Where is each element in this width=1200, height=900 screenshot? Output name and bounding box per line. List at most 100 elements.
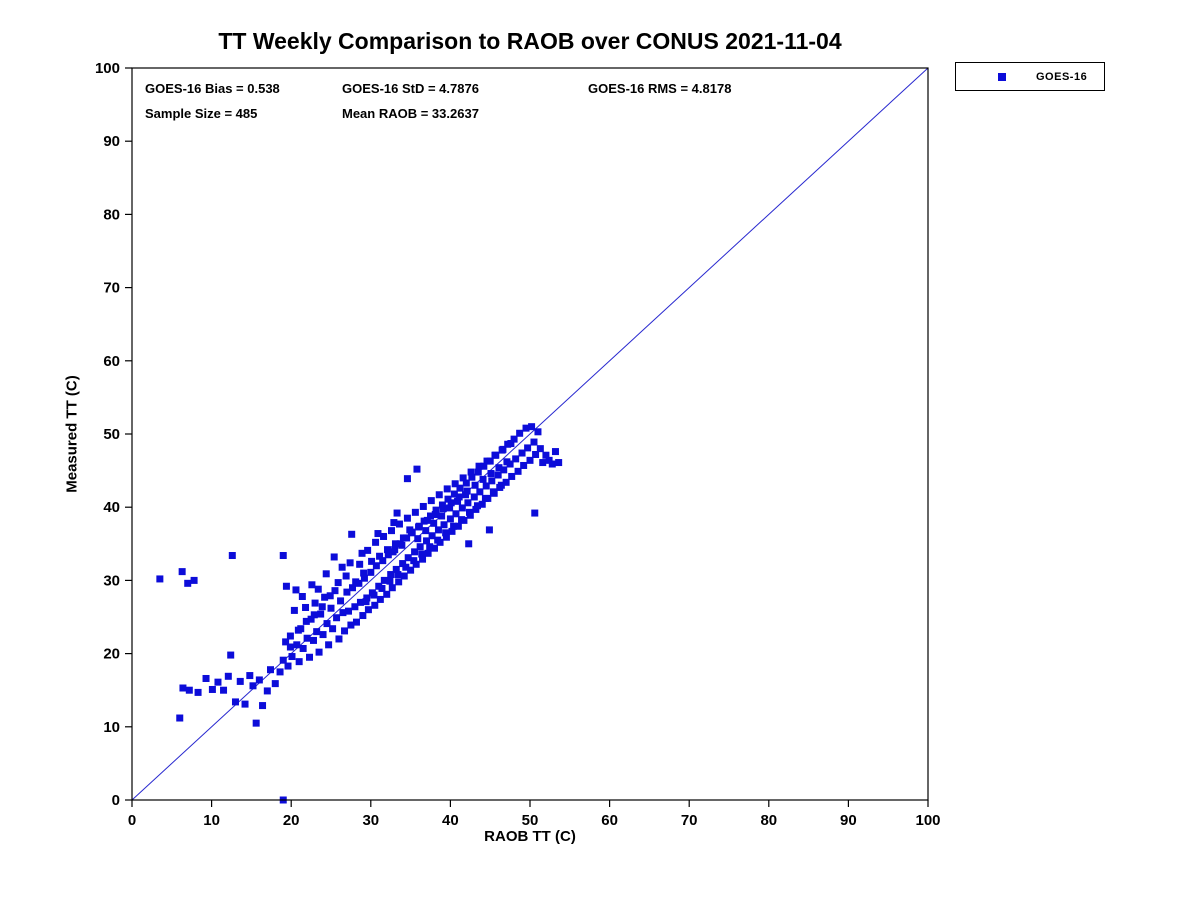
data-point	[466, 508, 474, 516]
data-point	[455, 493, 463, 501]
data-point	[467, 468, 475, 476]
data-point	[430, 519, 438, 527]
y-tick-label: 100	[95, 60, 120, 77]
data-point	[450, 522, 458, 530]
data-point	[431, 511, 439, 519]
data-point	[534, 428, 542, 436]
data-point	[339, 609, 347, 617]
data-point	[380, 576, 388, 584]
x-tick-label: 10	[203, 812, 220, 829]
data-point	[434, 536, 442, 544]
data-point	[545, 456, 553, 464]
data-point	[236, 677, 244, 685]
data-point	[282, 638, 290, 646]
data-point	[294, 626, 302, 634]
data-point	[479, 475, 487, 483]
y-tick-label: 30	[103, 572, 120, 589]
data-point	[372, 538, 380, 546]
data-point	[452, 510, 460, 518]
data-point	[530, 438, 538, 446]
data-point	[399, 534, 407, 542]
data-point	[539, 459, 547, 467]
data-point	[471, 481, 479, 489]
data-point	[267, 666, 275, 674]
data-point	[315, 648, 323, 656]
data-point	[542, 451, 550, 459]
data-point	[497, 481, 505, 489]
data-point	[438, 512, 446, 520]
stat-mean-raob: Mean RAOB = 33.2637	[342, 106, 479, 121]
data-point	[329, 625, 337, 633]
data-point	[389, 548, 397, 556]
data-point	[390, 519, 398, 527]
data-point	[474, 468, 482, 476]
data-point	[423, 537, 431, 545]
data-point	[516, 429, 524, 437]
data-point	[372, 562, 380, 570]
data-point	[412, 560, 420, 568]
data-point	[314, 585, 322, 593]
data-point	[398, 541, 406, 549]
data-point	[220, 686, 228, 694]
data-point	[411, 548, 419, 556]
data-point	[395, 578, 403, 586]
data-point	[214, 678, 222, 686]
data-point	[470, 493, 478, 501]
data-point	[208, 685, 216, 693]
data-point	[507, 440, 515, 448]
data-point	[443, 485, 451, 493]
data-point	[190, 576, 198, 584]
data-point	[500, 466, 508, 474]
data-point	[442, 533, 450, 541]
data-point	[520, 461, 528, 469]
data-point	[341, 627, 349, 635]
data-point	[422, 527, 430, 535]
data-point	[322, 570, 330, 578]
data-point	[284, 662, 292, 670]
data-point	[416, 543, 424, 551]
data-point	[363, 594, 371, 602]
data-point	[347, 621, 355, 629]
data-point	[512, 455, 520, 463]
data-point	[458, 504, 466, 512]
data-point	[307, 615, 315, 623]
y-tick-label: 10	[103, 719, 120, 736]
data-point	[370, 591, 378, 599]
data-point	[337, 597, 345, 605]
data-point	[442, 529, 450, 537]
data-point	[503, 458, 511, 466]
y-tick-label: 80	[103, 206, 120, 223]
data-point	[308, 581, 316, 589]
data-point	[447, 499, 455, 507]
data-point	[514, 467, 522, 475]
data-point	[463, 487, 471, 495]
data-point	[311, 599, 319, 607]
stat-bias: GOES-16 Bias = 0.538	[145, 81, 280, 96]
data-point	[548, 460, 556, 468]
data-point	[531, 509, 539, 517]
data-point	[444, 495, 452, 503]
data-point	[450, 490, 458, 498]
data-point	[446, 515, 454, 523]
data-point	[410, 557, 418, 565]
data-point	[394, 571, 402, 579]
data-point	[319, 631, 327, 639]
data-point	[387, 527, 395, 535]
data-point	[327, 604, 335, 612]
data-point	[388, 584, 396, 592]
data-point	[473, 502, 481, 510]
data-point	[156, 575, 164, 583]
data-point	[465, 540, 473, 548]
data-point	[406, 526, 414, 534]
data-point	[282, 582, 290, 590]
data-point	[475, 462, 483, 470]
legend-square-marker-icon	[998, 72, 1006, 81]
data-point	[348, 530, 356, 538]
data-point	[403, 475, 411, 483]
data-point	[384, 551, 392, 559]
x-tick-label: 50	[522, 812, 539, 829]
data-point	[228, 552, 236, 560]
chart-title: TT Weekly Comparison to RAOB over CONUS …	[218, 28, 842, 54]
data-point	[439, 505, 447, 513]
data-point	[255, 676, 263, 684]
